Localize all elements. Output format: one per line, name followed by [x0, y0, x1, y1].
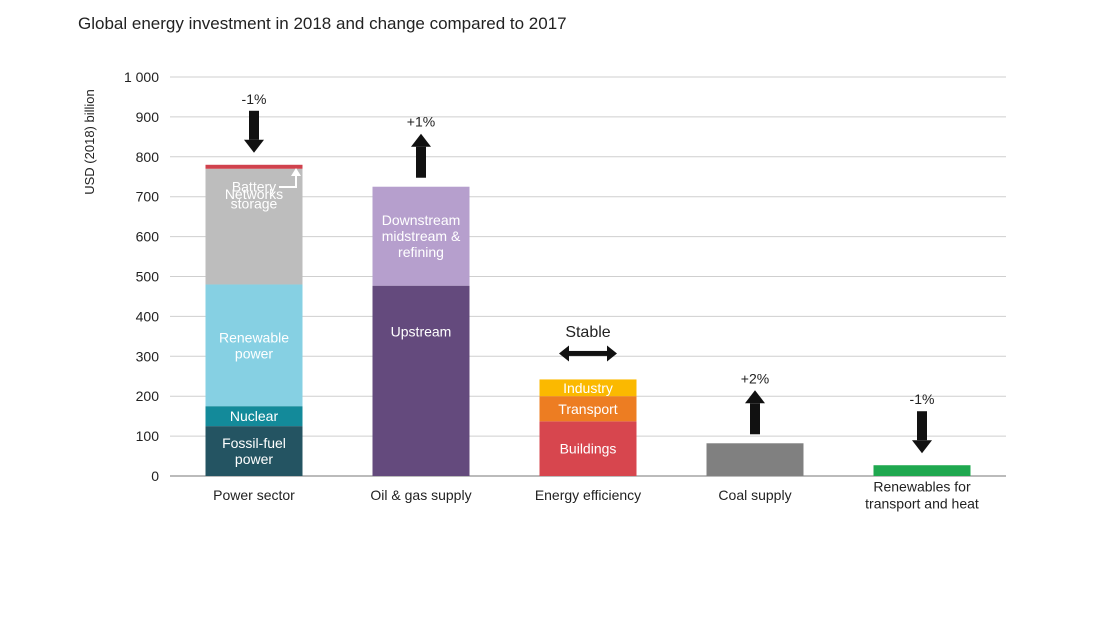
arrow-layer: -1% +1% Stable +2% -1%	[242, 91, 935, 454]
change-label-power-sector: -1%	[242, 91, 267, 107]
segment-label-industry: Industry	[563, 380, 613, 396]
change-label-coal-supply: +2%	[741, 370, 769, 386]
y-tick-label: 300	[136, 348, 160, 364]
bar-segment-industry	[539, 379, 637, 397]
bar-segment-buildings	[539, 421, 637, 476]
y-tick-label: 700	[136, 189, 160, 205]
y-tick-label: 500	[136, 269, 160, 285]
segment-label-buildings: Buildings	[560, 441, 617, 457]
y-tick-label: 600	[136, 229, 160, 245]
battery-storage-pointer	[279, 168, 301, 188]
annotation-battery-storage: Battery storage	[231, 179, 278, 212]
bar-layer	[205, 164, 971, 476]
grid-layer: 0 100 200 300 400 500 600 700 800 900 1 000	[124, 69, 1006, 484]
segment-label-networks: Networks	[225, 186, 283, 202]
bar-segment-networks	[205, 168, 303, 285]
arrow-down-power-sector	[244, 110, 264, 153]
x-tick-label-oil-gas-supply: Oil & gas supply	[370, 487, 471, 503]
segment-label-downstream-midstream-refining: Downstream midstream & refining	[382, 212, 461, 260]
change-label-energy-efficiency: Stable	[565, 324, 610, 341]
bar-segment-nuclear	[205, 406, 303, 427]
segment-label-fossil-fuel-power: Fossil-fuel power	[222, 435, 286, 467]
bar-segment-fossil-fuel-power	[205, 426, 303, 476]
segment-label-nuclear: Nuclear	[230, 408, 279, 424]
x-tick-label-energy-efficiency: Energy efficiency	[535, 487, 641, 503]
y-tick-label: 100	[136, 428, 160, 444]
y-tick-label: 200	[136, 388, 160, 404]
segment-label-renewable-power: Renewable power	[219, 329, 289, 361]
segment-label-upstream: Upstream	[391, 324, 452, 340]
x-tick-label-coal-supply: Coal supply	[718, 487, 791, 503]
bar-segment-battery-storage	[205, 164, 303, 169]
bar-segment-transport	[539, 396, 637, 422]
y-tick-label: 1 000	[124, 69, 159, 85]
y-axis-label: USD (2018) billion	[82, 89, 97, 195]
change-label-oil-gas-supply: +1%	[407, 114, 435, 130]
y-tick-label: 900	[136, 109, 160, 125]
x-tick-label-power-sector: Power sector	[213, 487, 295, 503]
bar-segment-renewable-power	[205, 284, 303, 407]
x-tick-label-renewables-for-transport-and-heat: Renewables for transport and heat	[865, 479, 979, 512]
bar-segment-upstream	[372, 285, 470, 476]
arrow-up-coal-supply	[745, 390, 765, 435]
segment-label-transport: Transport	[558, 401, 618, 417]
arrow-up-oil-gas-supply	[411, 133, 431, 178]
arrow-stable-energy-efficiency	[559, 345, 617, 362]
chart-title: Global energy investment in 2018 and cha…	[78, 14, 567, 33]
label-layer: Fossil-fuel power Nuclear Renewable power Net…	[213, 168, 979, 512]
bar-segment-downstream-midstream-refining	[372, 186, 470, 286]
y-tick-label: 400	[136, 308, 160, 324]
arrow-down-renewables-for-transport-and-heat	[912, 411, 932, 454]
y-tick-label: 0	[151, 468, 159, 484]
bar-segment-coal-supply	[706, 443, 804, 476]
bar-segment-renewables-for-transport-and-heat	[873, 465, 971, 476]
y-tick-label: 800	[136, 149, 160, 165]
change-label-renewables-for-transport-and-heat: -1%	[910, 391, 935, 407]
